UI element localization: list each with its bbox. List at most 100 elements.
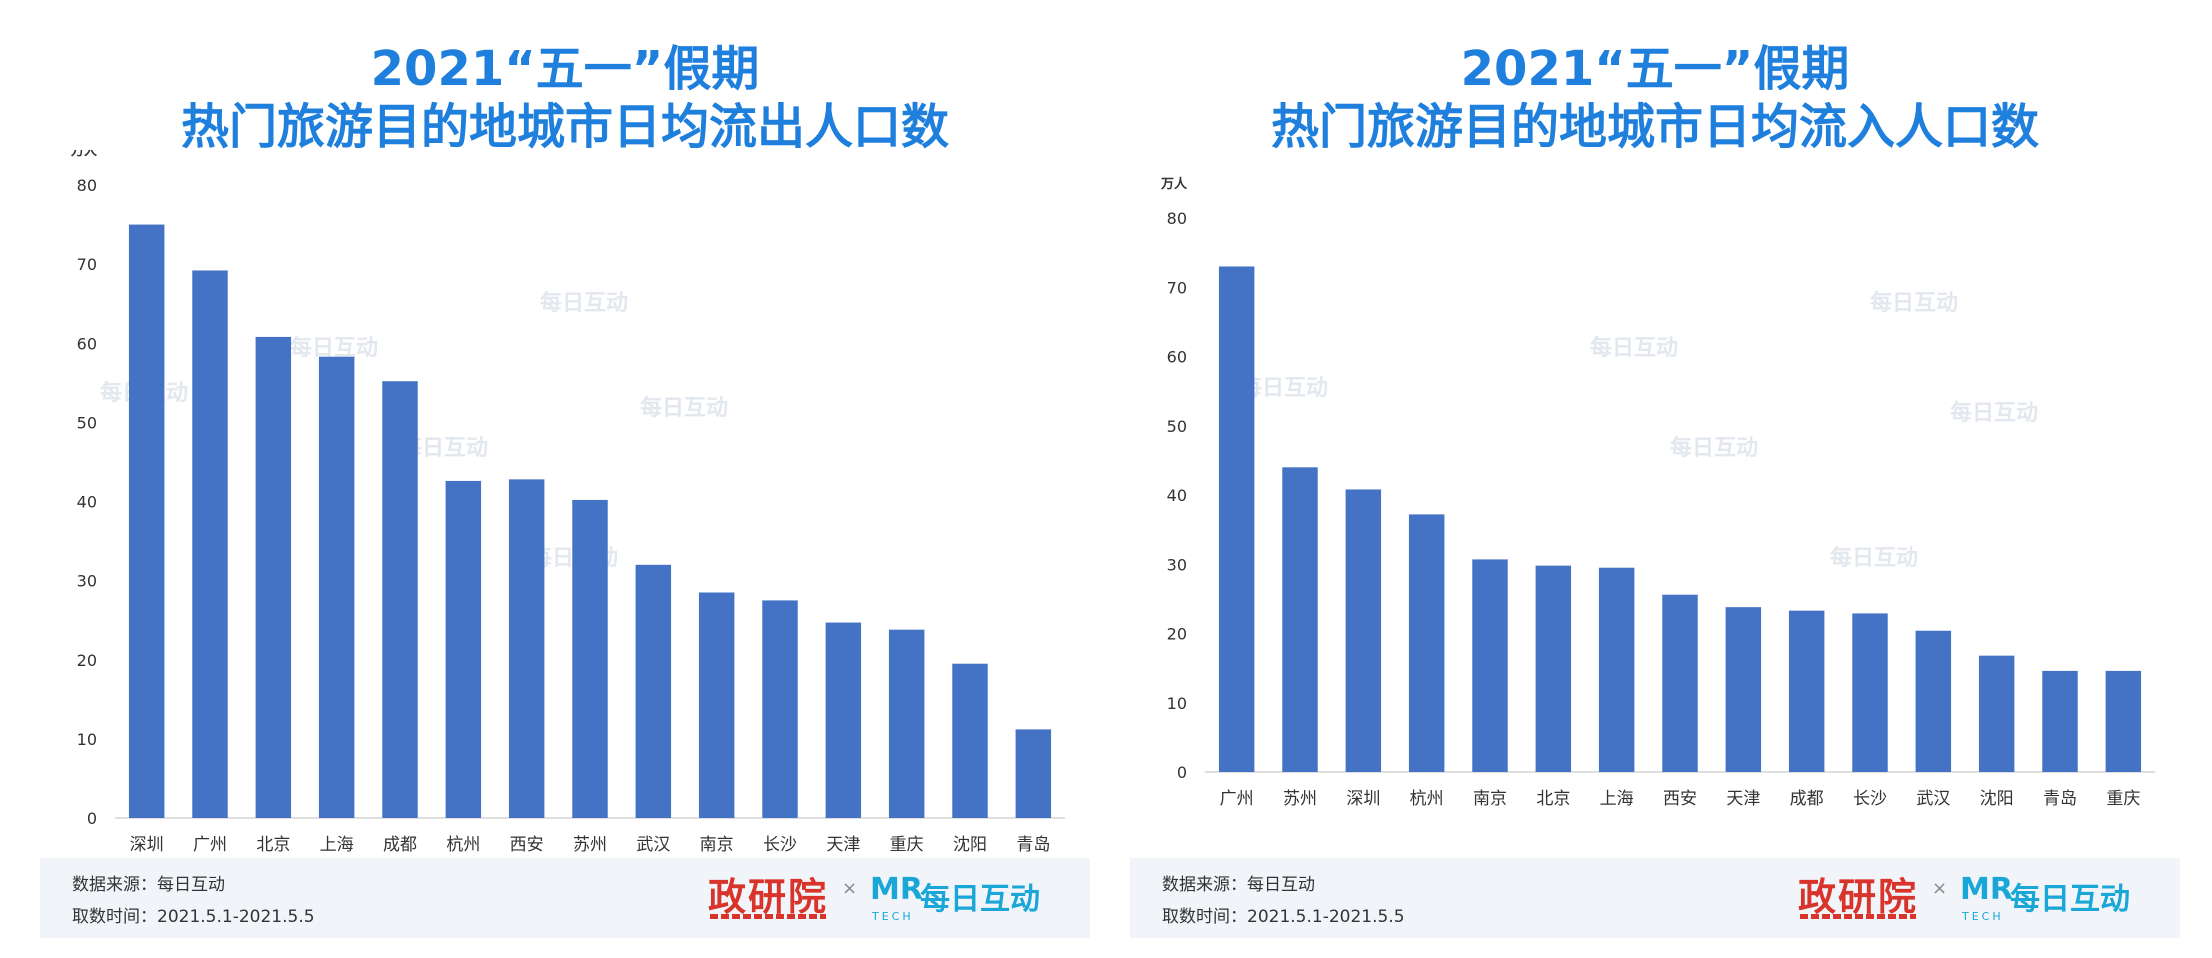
x-tick-label: 重庆: [2106, 789, 2140, 809]
bar: [2105, 670, 2142, 772]
mr-logo-icon: MR: [870, 872, 923, 907]
mr-logo-tech: TECH: [872, 910, 914, 923]
bar: [382, 381, 418, 818]
x-tick-label: 青岛: [2043, 789, 2077, 809]
bar: [1535, 565, 1572, 772]
chart-title-line1: 2021“五一”假期: [370, 41, 760, 97]
bar: [1345, 489, 1382, 772]
y-tick-label: 30: [77, 572, 97, 591]
zhengyanyuan-logo-underline: [1800, 914, 1916, 919]
y-tick-label: 0: [87, 809, 97, 828]
x-tick-label: 深圳: [1346, 789, 1380, 809]
mr-logo-tech: TECH: [1962, 910, 2004, 923]
y-tick-label: 80: [77, 176, 97, 195]
bar: [888, 629, 925, 818]
y-tick-label: 70: [1167, 278, 1187, 297]
y-tick-label: 60: [1167, 348, 1187, 367]
bar: [1725, 607, 1762, 772]
x-tick-label: 苏州: [1283, 789, 1317, 809]
x-tick-label: 长沙: [1853, 789, 1887, 809]
y-tick-label: 0: [1177, 763, 1187, 782]
bar: [698, 592, 735, 818]
x-tick-label: 天津: [1726, 789, 1760, 809]
bar: [635, 564, 672, 818]
x-tick-label: 上海: [1600, 789, 1634, 809]
bar: [1915, 630, 1952, 772]
bar: [1472, 559, 1508, 772]
outflow-bar-chart: 万人 0 10 20 30 40 50 60 70 80 深圳 广州 北京 上海 成都 杭州 西安 苏州 武汉 南京 长…: [70, 150, 1065, 855]
x-tick-label: 广州: [193, 835, 227, 855]
x-tick-label: 北京: [256, 835, 290, 855]
x-tick-label: 天津: [826, 835, 860, 855]
bar: [1218, 266, 1255, 772]
bar: [1598, 567, 1635, 772]
x-tick-label: 武汉: [636, 835, 670, 855]
x-tick-label: 青岛: [1016, 835, 1050, 855]
chart-title-line2: 热门旅游目的地城市日均流出人口数: [180, 99, 949, 155]
zhengyanyuan-logo: 政研院: [708, 875, 829, 919]
x-tick-label: 南京: [1473, 789, 1507, 809]
bar: [318, 356, 355, 818]
y-tick-label: 80: [1167, 209, 1187, 228]
footer: 数据来源：每日互动 取数时间：2021.5.1-2021.5.5 政研院 × M…: [40, 858, 1090, 938]
chart-title-line1: 2021“五一”假期: [1460, 41, 1850, 97]
inflow-bar-chart: 万人 0 10 20 30 40 50 60 70 80 广州 苏州 深圳 杭州 南京 北京 上海 西安 天津 成都 长…: [1160, 176, 2155, 809]
x-tick-label: 沈阳: [953, 835, 987, 855]
x-tick-label: 北京: [1536, 789, 1570, 809]
x-tick-label: 西安: [510, 835, 544, 855]
meirihudong-logo: 每日互动: [920, 882, 1040, 917]
bar: [952, 663, 988, 818]
x-tick-label: 武汉: [1916, 789, 1950, 809]
logo-separator: ×: [842, 878, 858, 899]
data-source: 数据来源：每日互动: [1162, 875, 1315, 895]
x-tick-label: 成都: [383, 835, 417, 855]
y-tick-label: 20: [1167, 625, 1187, 644]
footer: 数据来源：每日互动 取数时间：2021.5.1-2021.5.5 政研院 × M…: [1130, 858, 2180, 938]
outflow-panel: 每日互动 每日互动 每日互动 每日互动 每日互动 每日互动 2021“五一”假期…: [40, 0, 1090, 958]
y-tick-label: 20: [77, 651, 97, 670]
y-tick-label: 50: [77, 413, 97, 432]
bar: [572, 499, 608, 818]
y-tick-label: 70: [77, 255, 97, 274]
x-tick-label: 深圳: [130, 835, 164, 855]
y-tick-label: 10: [1167, 694, 1187, 713]
data-source: 数据来源：每日互动: [72, 875, 225, 895]
bar: [1788, 610, 1825, 772]
x-tick-label: 西安: [1663, 789, 1697, 809]
x-tick-label: 杭州: [1410, 789, 1444, 809]
x-tick-label: 苏州: [573, 835, 607, 855]
bar: [762, 600, 798, 818]
inflow-panel: 每日互动 每日互动 每日互动 每日互动 每日互动 每日互动 2021“五一”假期…: [1130, 0, 2180, 958]
chart-title: 2021“五一”假期 热门旅游目的地城市日均流入人口数: [1130, 40, 2180, 156]
y-tick-label: 40: [1167, 486, 1187, 505]
y-tick-label: 30: [1167, 555, 1187, 574]
bar: [1852, 613, 1888, 772]
x-tick-label: 成都: [1790, 789, 1824, 809]
x-tick-label: 上海: [320, 835, 354, 855]
bar: [508, 479, 545, 818]
x-tick-label: 南京: [700, 835, 734, 855]
bar: [1015, 729, 1052, 818]
y-tick-label: 10: [77, 730, 97, 749]
y-unit-label: 万人: [1160, 176, 1188, 192]
x-tick-label: 广州: [1220, 789, 1254, 809]
chart-title: 2021“五一”假期 热门旅游目的地城市日均流出人口数: [40, 40, 1090, 156]
zhengyanyuan-logo-underline: [710, 914, 826, 919]
bar: [128, 224, 165, 818]
bar: [255, 336, 292, 818]
meirihudong-logo: 每日互动: [2010, 882, 2130, 917]
y-tick-label: 60: [77, 334, 97, 353]
bar: [1978, 655, 2015, 772]
bar: [445, 480, 482, 818]
bar: [825, 622, 862, 818]
data-period: 取数时间：2021.5.1-2021.5.5: [72, 907, 315, 927]
bar: [192, 270, 228, 818]
logo-separator: ×: [1932, 878, 1948, 899]
zhengyanyuan-logo: 政研院: [1798, 875, 1919, 919]
x-tick-label: 重庆: [890, 835, 924, 855]
chart-title-line2: 热门旅游目的地城市日均流入人口数: [1270, 99, 2039, 155]
x-tick-label: 沈阳: [1980, 789, 2014, 809]
data-period: 取数时间：2021.5.1-2021.5.5: [1162, 907, 1405, 927]
x-tick-label: 杭州: [446, 835, 480, 855]
mr-logo-icon: MR: [1960, 872, 2013, 907]
